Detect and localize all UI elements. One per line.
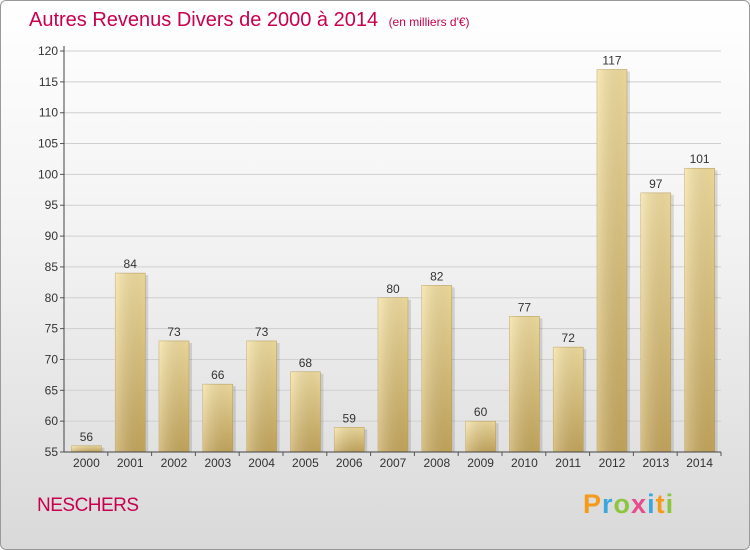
title-row: Autres Revenus Divers de 2000 à 2014 (en…: [29, 9, 470, 32]
bar-highlight: [684, 168, 715, 452]
x-tick-label: 2001: [117, 456, 144, 470]
bar-value-label: 56: [80, 430, 94, 444]
y-tick-label: 105: [38, 137, 58, 151]
bar-value-label: 82: [430, 269, 444, 283]
x-tick-label: 2004: [248, 456, 275, 470]
bar-value-label: 101: [690, 152, 710, 166]
x-tick-label: 2010: [511, 456, 538, 470]
bar-highlight: [597, 69, 627, 452]
bar-value-label: 72: [562, 331, 576, 345]
bar-value-label: 66: [211, 368, 225, 382]
y-tick-label: 55: [45, 445, 59, 459]
bar-value-label: 68: [299, 356, 313, 370]
y-tick-label: 120: [38, 44, 58, 58]
y-tick-label: 110: [39, 106, 58, 120]
bar-highlight: [334, 427, 365, 452]
bar-highlight: [290, 371, 321, 452]
bar-value-label: 59: [343, 411, 357, 425]
bar-highlight: [553, 347, 584, 452]
x-tick-label: 2009: [467, 456, 494, 470]
x-tick-label: 2011: [555, 456, 581, 470]
chart-subtitle: (en milliers d'€): [388, 15, 470, 29]
bar-value-label: 73: [167, 325, 181, 339]
x-tick-label: 2003: [204, 456, 231, 470]
y-tick-label: 60: [45, 414, 59, 428]
x-tick-label: 2002: [161, 456, 188, 470]
y-tick-label: 100: [38, 167, 58, 181]
x-tick-label: 2006: [336, 456, 363, 470]
axis-layer: 55 60 65 70 75 80 85 90 95 100 105 110 115 120 56 2000 8…: [38, 44, 722, 470]
x-tick-label: 2000: [73, 456, 100, 470]
proxiti-logo: Proxiti: [583, 489, 675, 519]
bar-highlight: [202, 384, 233, 452]
bar-highlight: [246, 340, 277, 452]
bar-highlight: [509, 316, 540, 452]
x-tick-label: 2013: [642, 456, 669, 470]
chart-title: Autres Revenus Divers de 2000 à 2014: [29, 9, 379, 31]
bar-highlight: [378, 297, 408, 452]
bar-layer: [71, 69, 718, 453]
y-tick-label: 115: [39, 75, 58, 89]
bar-value-label: 117: [602, 54, 621, 68]
commune-name: NESCHERS: [37, 495, 139, 516]
bar-highlight: [465, 421, 496, 452]
y-tick-label: 75: [45, 322, 59, 336]
y-tick-label: 90: [45, 229, 59, 243]
bar-highlight: [115, 273, 146, 452]
y-tick-label: 85: [45, 260, 59, 274]
bar-value-label: 80: [386, 282, 400, 296]
bar-highlight: [421, 285, 452, 452]
bar-value-label: 73: [255, 325, 269, 339]
y-tick-label: 95: [45, 198, 59, 212]
bar-value-label: 77: [518, 300, 532, 314]
bar-highlight: [159, 340, 189, 452]
bar-value-label: 60: [474, 405, 488, 419]
x-tick-label: 2005: [292, 456, 319, 470]
x-tick-label: 2012: [599, 456, 626, 470]
bar-value-label: 84: [124, 257, 138, 271]
y-tick-label: 65: [45, 383, 59, 397]
bar-highlight: [71, 445, 102, 452]
y-tick-label: 80: [45, 291, 59, 305]
x-tick-label: 2014: [686, 456, 713, 470]
x-tick-label: 2007: [380, 456, 407, 470]
y-tick-label: 70: [45, 352, 59, 366]
x-tick-label: 2008: [423, 456, 450, 470]
bar-highlight: [640, 192, 671, 452]
bar-value-label: 97: [649, 177, 663, 191]
